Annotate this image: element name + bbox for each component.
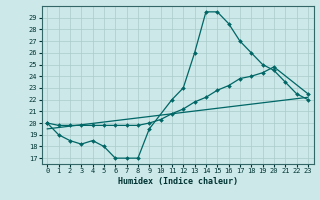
X-axis label: Humidex (Indice chaleur): Humidex (Indice chaleur) xyxy=(118,177,237,186)
